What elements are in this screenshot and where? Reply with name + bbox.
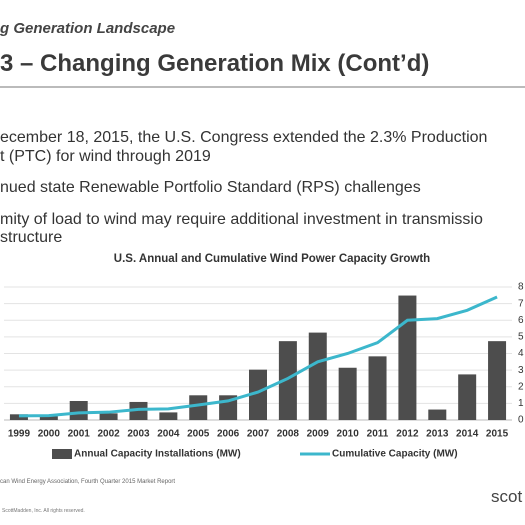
bar (159, 412, 178, 420)
y2-tick-label: 8 (518, 282, 524, 293)
legend-label: Annual Capacity Installations (MW) (74, 449, 241, 460)
bar (278, 341, 297, 420)
x-tick-label: 2008 (277, 429, 300, 440)
legend-label: Cumulative Capacity (MW) (332, 449, 458, 460)
legend-swatch (52, 449, 72, 459)
x-tick-label: 2002 (97, 429, 120, 440)
y2-tick-label: 0 (518, 415, 524, 426)
x-tick-label: 2004 (157, 429, 180, 440)
x-tick-label: 2005 (187, 429, 210, 440)
bullet-line: nued state Renewable Portfolio Standard … (0, 179, 421, 196)
bar (69, 401, 88, 420)
x-tick-label: 1999 (8, 429, 31, 440)
source: can Wind Energy Association, Fourth Quar… (0, 479, 176, 485)
title-rule (0, 86, 525, 88)
bullet-line: structure (0, 229, 63, 246)
bar (368, 356, 387, 420)
bar (338, 367, 357, 420)
x-tick-label: 2009 (307, 429, 330, 440)
line (18, 295, 498, 418)
footer: ScottMadden, Inc. All rights reserved. (2, 508, 85, 514)
bar (189, 395, 208, 420)
y2-tick-label: 4 (518, 348, 524, 359)
y2-tick-label: 5 (518, 332, 524, 343)
section-label: g Generation Landscape (0, 20, 176, 37)
bar (129, 401, 148, 420)
logo: scot (491, 487, 523, 506)
x-tick-label: 2010 (337, 429, 360, 440)
chart-title: U.S. Annual and Cumulative Wind Power Ca… (114, 253, 430, 265)
bar (249, 369, 267, 420)
bar (398, 295, 417, 420)
bullet-line: mity of load to wind may require additio… (0, 211, 483, 228)
bar (428, 409, 447, 420)
x-tick-label: 2011 (367, 429, 389, 440)
x-tick-label: 2014 (456, 429, 479, 440)
y2-tick-label: 2 (518, 381, 524, 392)
x-tick-label: 2015 (486, 429, 509, 440)
bullet-line: ecember 18, 2015, the U.S. Congress exte… (0, 129, 488, 146)
bar (488, 341, 507, 420)
bar (458, 374, 477, 420)
y2-tick-label: 3 (518, 365, 524, 376)
x-tick-label: 2003 (127, 429, 150, 440)
y2-tick-label: 6 (518, 315, 524, 326)
slide-title: 3 – Changing Generation Mix (Cont’d) (0, 50, 430, 77)
bullet-line: t (PTC) for wind through 2019 (0, 148, 211, 165)
x-tick-label: 2006 (217, 429, 240, 440)
y2-tick-label: 1 (518, 398, 524, 409)
x-tick-label: 2013 (426, 429, 449, 440)
x-tick-label: 2012 (396, 429, 419, 440)
y2-tick-label: 7 (518, 298, 524, 309)
x-tick-label: 2001 (68, 429, 91, 440)
bar (99, 413, 118, 420)
x-tick-label: 2007 (247, 429, 270, 440)
bar (9, 414, 28, 420)
x-tick-label: 2000 (38, 429, 61, 440)
bar (308, 332, 327, 420)
bar (39, 416, 58, 420)
